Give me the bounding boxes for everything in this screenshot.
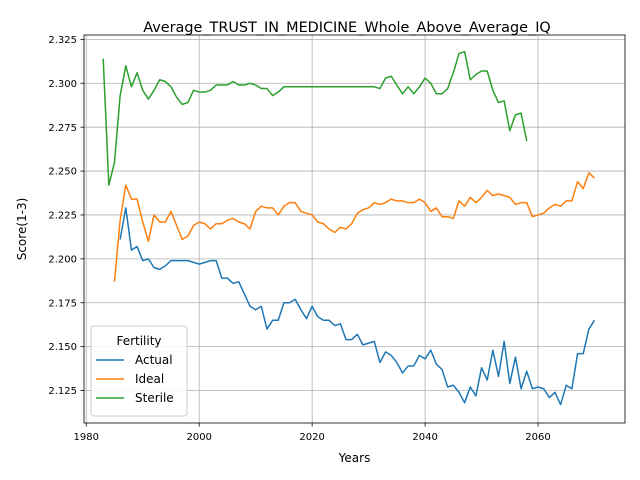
- x-tick-label: 2020: [299, 432, 324, 443]
- y-tick-label: 2.275: [48, 123, 77, 134]
- y-tick-label: 2.150: [48, 342, 77, 353]
- x-axis-label: Years: [338, 451, 371, 465]
- legend-label-sterile: Sterile: [135, 391, 174, 405]
- plot-frame: [83, 34, 626, 424]
- legend-label-actual: Actual: [135, 353, 173, 367]
- y-tick-label: 2.300: [48, 79, 77, 90]
- legend-label-ideal: Ideal: [135, 372, 164, 386]
- grid-lines: [84, 35, 625, 423]
- y-tick-label: 2.125: [48, 386, 77, 397]
- series-line-actual: [119, 207, 596, 406]
- chart-title: Average_TRUST_IN_MEDICINE_Whole_Above_Av…: [143, 20, 551, 36]
- series-lines: [102, 50, 596, 406]
- series-line-sterile: [102, 50, 528, 186]
- legend: Fertility Actual Ideal Sterile: [90, 325, 188, 417]
- x-tick-label: 2060: [525, 432, 550, 443]
- y-tick-label: 2.225: [48, 211, 77, 222]
- y-axis-label: Score(1-3): [15, 198, 29, 261]
- x-tick-label: 2000: [186, 432, 211, 443]
- x-tick-label: 1980: [74, 432, 99, 443]
- x-tick-label: 2040: [412, 432, 437, 443]
- y-tick-label: 2.250: [48, 167, 77, 178]
- x-axis: 1980 2000 2020 2040 2060: [74, 423, 551, 443]
- series-line-ideal: [113, 172, 596, 282]
- y-tick-label: 2.325: [48, 35, 77, 46]
- legend-box: [90, 325, 188, 417]
- y-tick-label: 2.175: [48, 298, 77, 309]
- y-axis: 2.125 2.150 2.175 2.200 2.225 2.250 2.275 2.300…: [48, 35, 84, 397]
- legend-title: Fertility: [116, 334, 161, 348]
- y-tick-label: 2.200: [48, 254, 77, 265]
